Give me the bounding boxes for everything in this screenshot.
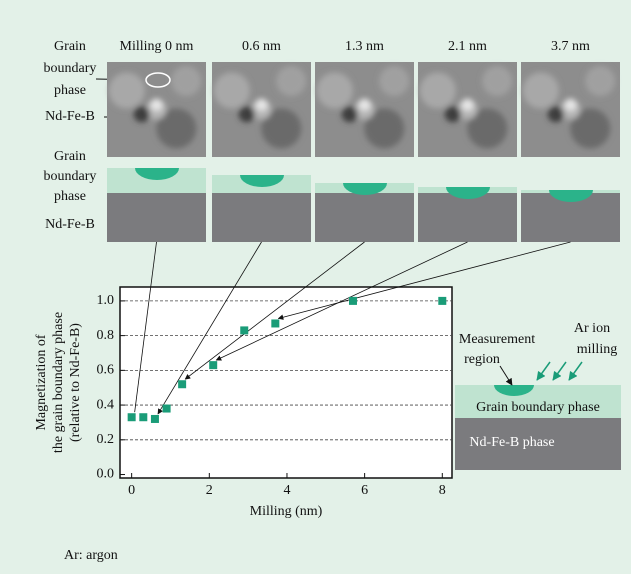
point <box>139 413 147 421</box>
point <box>151 415 159 423</box>
y-axis-label: (relative to Nd-Fe-B) <box>68 323 83 442</box>
y-tick-label: 0.8 <box>97 328 115 343</box>
sem-blob <box>171 66 201 96</box>
sem-blob <box>256 99 268 111</box>
label: Grain boundary phase <box>476 400 600 415</box>
ndfeb-layer <box>107 193 206 242</box>
sem-blob <box>548 106 564 122</box>
label: boundary <box>44 169 97 184</box>
x-tick-label: 4 <box>283 483 290 498</box>
label: milling <box>577 342 617 357</box>
sem-blob <box>585 66 615 96</box>
sem-blob <box>214 73 250 109</box>
label: Nd-Fe-B <box>45 217 95 232</box>
x-tick-label: 8 <box>439 483 446 498</box>
y-axis-label: the grain boundary phase <box>51 312 66 453</box>
column-label: Milling 0 nm <box>120 39 194 54</box>
footnote: Ar: argon <box>64 548 118 563</box>
x-axis-label: Milling (nm) <box>250 504 323 519</box>
figure: Grain boundary phase Nd-Fe-B Grain bound… <box>0 0 631 574</box>
point <box>349 297 357 305</box>
column-label: 0.6 nm <box>242 39 281 54</box>
label: Grain <box>54 39 86 54</box>
sem-blob <box>462 99 474 111</box>
point <box>128 413 136 421</box>
sem-blob <box>445 106 461 122</box>
sem-blob <box>420 73 456 109</box>
label: Grain <box>54 149 86 164</box>
y-tick-label: 0.2 <box>97 432 115 447</box>
sem-blob <box>134 106 150 122</box>
point <box>209 361 217 369</box>
sem-blob <box>151 99 163 111</box>
label: Ar ion <box>574 321 610 336</box>
label: phase <box>54 83 86 98</box>
sem-blob <box>342 106 358 122</box>
point <box>163 405 171 413</box>
y-tick-label: 1.0 <box>97 293 115 308</box>
column-label: 3.7 nm <box>551 39 590 54</box>
ndfeb-layer <box>315 193 414 242</box>
ndfeb-layer <box>418 193 517 242</box>
label: Nd-Fe-B <box>45 109 95 124</box>
sem-blob <box>565 99 577 111</box>
column-label: 1.3 nm <box>345 39 384 54</box>
point <box>438 297 446 305</box>
sem-blob <box>317 73 353 109</box>
label: region <box>464 352 500 367</box>
sem-blob <box>239 106 255 122</box>
sem-blob <box>109 73 145 109</box>
y-tick-label: 0.6 <box>97 363 115 378</box>
plot-area <box>120 287 452 478</box>
x-tick-label: 2 <box>206 483 213 498</box>
x-tick-label: 0 <box>128 483 135 498</box>
label: phase <box>54 189 86 204</box>
y-axis-label: Magnetization of <box>34 334 49 430</box>
y-tick-label: 0.4 <box>97 397 115 412</box>
column-label: 2.1 nm <box>448 39 487 54</box>
sem-blob <box>359 99 371 111</box>
point <box>240 326 248 334</box>
ndfeb-layer <box>212 193 311 242</box>
sem-blob <box>276 66 306 96</box>
label: Nd-Fe-B phase <box>469 435 554 450</box>
sem-blob <box>523 73 559 109</box>
point <box>178 380 186 388</box>
point <box>271 319 279 327</box>
y-tick-label: 0.0 <box>97 467 115 482</box>
sem-blob <box>379 66 409 96</box>
sem-blob <box>482 66 512 96</box>
label: boundary <box>44 61 97 76</box>
label: Measurement <box>459 332 535 347</box>
x-tick-label: 6 <box>361 483 368 498</box>
